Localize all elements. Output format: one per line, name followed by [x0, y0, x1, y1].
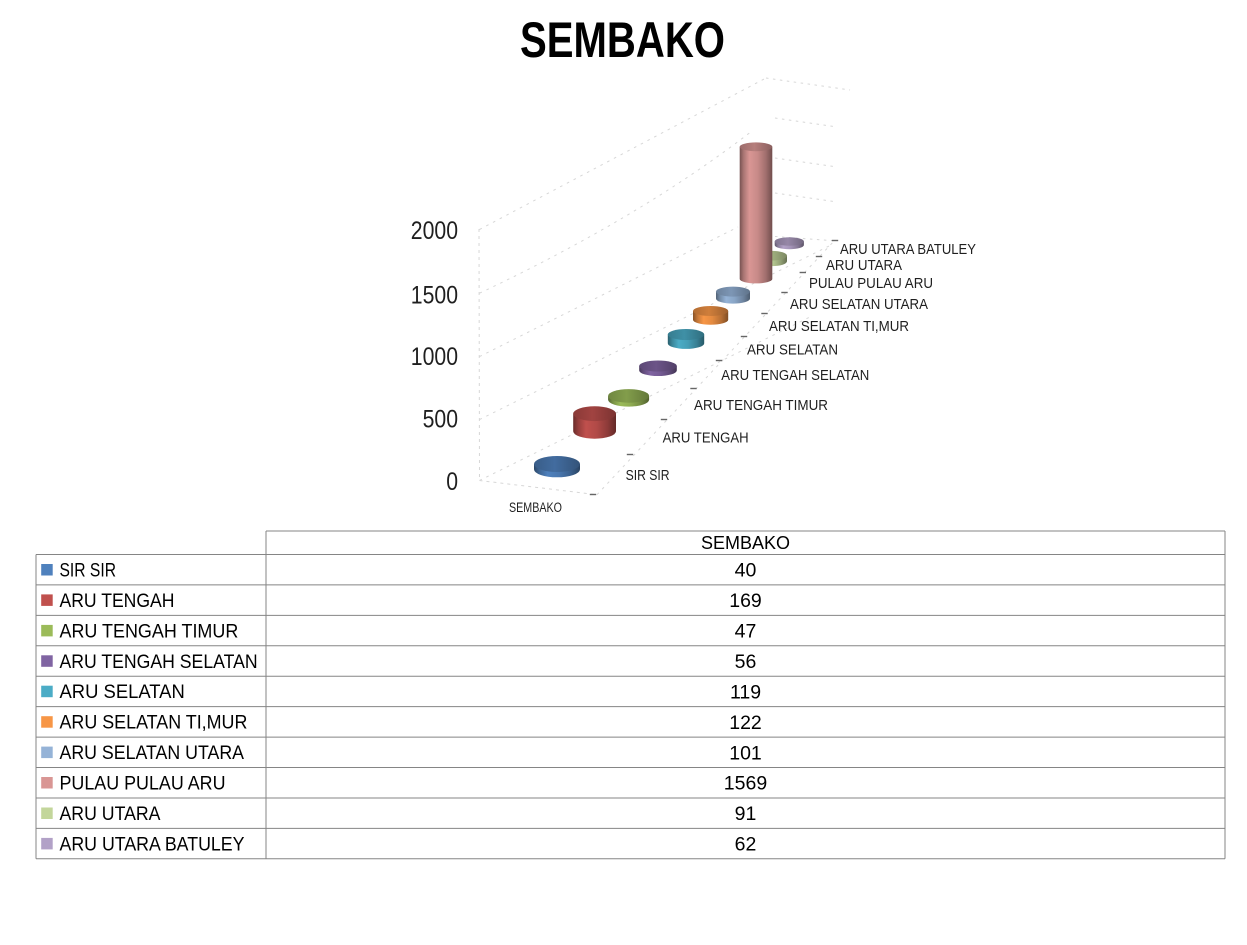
- svg-text:ARU UTARA: ARU UTARA: [60, 804, 161, 825]
- svg-text:SIR SIR: SIR SIR: [60, 561, 117, 582]
- svg-text:ARU SELATAN: ARU SELATAN: [747, 343, 838, 359]
- svg-text:ARU SELATAN UTARA: ARU SELATAN UTARA: [60, 743, 245, 764]
- svg-text:ARU TENGAH TIMUR: ARU TENGAH TIMUR: [694, 398, 828, 414]
- svg-text:500: 500: [423, 406, 458, 434]
- svg-text:SEMBAKO: SEMBAKO: [509, 500, 562, 515]
- svg-text:SEMBAKO: SEMBAKO: [520, 11, 725, 68]
- svg-text:ARU SELATAN UTARA: ARU SELATAN UTARA: [790, 297, 928, 313]
- svg-text:0: 0: [446, 468, 458, 496]
- svg-text:ARU TENGAH TIMUR: ARU TENGAH TIMUR: [60, 621, 239, 642]
- svg-text:ARU UTARA BATULEY: ARU UTARA BATULEY: [60, 834, 245, 855]
- svg-text:PULAU PULAU ARU: PULAU PULAU ARU: [60, 774, 226, 795]
- svg-text:91: 91: [735, 803, 757, 825]
- svg-text:ARU SELATAN TI,MUR: ARU SELATAN TI,MUR: [769, 319, 909, 335]
- svg-text:40: 40: [735, 560, 757, 582]
- svg-text:ARU SELATAN TI,MUR: ARU SELATAN TI,MUR: [60, 713, 248, 734]
- svg-text:PULAU PULAU ARU: PULAU PULAU ARU: [809, 276, 933, 292]
- svg-text:SEMBAKO: SEMBAKO: [701, 533, 790, 553]
- svg-text:ARU TENGAH SELATAN: ARU TENGAH SELATAN: [721, 368, 869, 384]
- svg-text:122: 122: [729, 712, 762, 734]
- svg-text:62: 62: [735, 834, 757, 856]
- svg-text:ARU TENGAH: ARU TENGAH: [60, 591, 175, 612]
- svg-text:ARU SELATAN: ARU SELATAN: [60, 682, 185, 703]
- svg-text:ARU TENGAH SELATAN: ARU TENGAH SELATAN: [60, 652, 258, 673]
- svg-text:ARU UTARA BATULEY: ARU UTARA BATULEY: [840, 242, 976, 258]
- svg-text:119: 119: [730, 681, 761, 703]
- svg-text:56: 56: [735, 651, 757, 673]
- svg-text:ARU UTARA: ARU UTARA: [826, 258, 902, 274]
- svg-text:1569: 1569: [724, 773, 767, 795]
- svg-text:1000: 1000: [411, 343, 458, 371]
- svg-text:2000: 2000: [411, 217, 458, 245]
- svg-text:1500: 1500: [411, 281, 458, 309]
- svg-text:101: 101: [729, 742, 762, 764]
- svg-text:ARU TENGAH: ARU TENGAH: [663, 431, 749, 447]
- svg-text:SIR SIR: SIR SIR: [626, 468, 670, 484]
- svg-text:169: 169: [729, 590, 762, 612]
- svg-text:47: 47: [735, 621, 757, 643]
